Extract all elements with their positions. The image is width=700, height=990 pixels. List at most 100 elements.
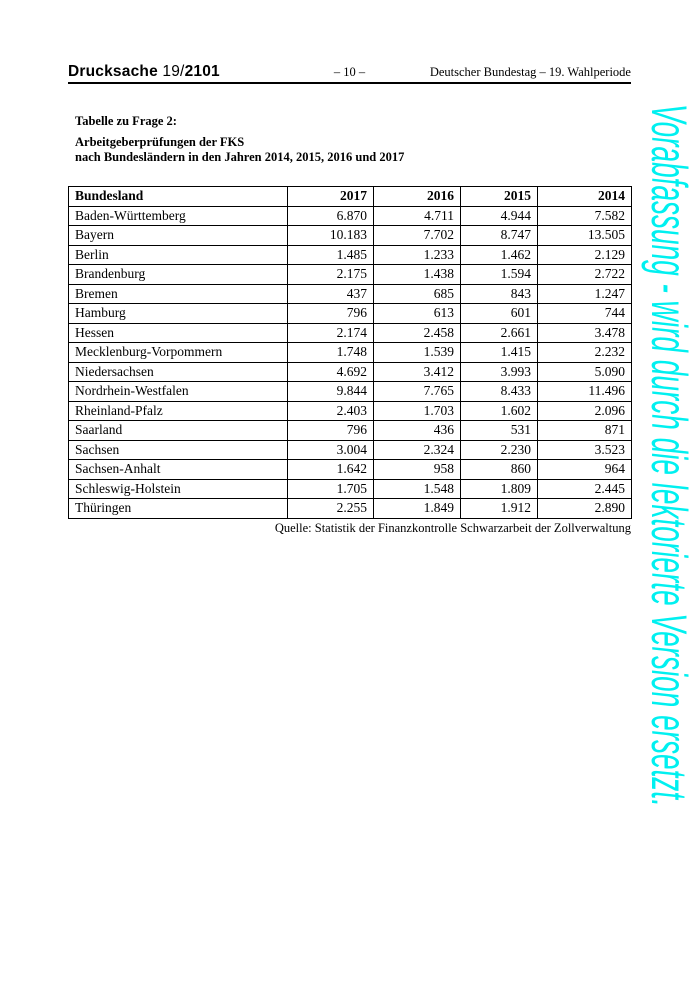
cell-value: 1.247 (537, 283, 632, 304)
cell-value: 2.230 (460, 439, 538, 460)
cell-bundesland: Schleswig-Holstein (68, 478, 288, 499)
cell-value: 437 (287, 283, 374, 304)
doc-number-label: Drucksache (68, 63, 158, 80)
cell-bundesland: Sachsen-Anhalt (68, 459, 288, 480)
cell-value: 1.642 (287, 459, 374, 480)
col-header-bundesland: Bundesland (68, 186, 288, 207)
table-row: Hamburg 796 613 601 744 (68, 303, 632, 324)
cell-value: 2.722 (537, 264, 632, 285)
cell-value: 4.692 (287, 361, 374, 382)
cell-bundesland: Saarland (68, 420, 288, 441)
cell-value: 5.090 (537, 361, 632, 382)
cell-value: 1.594 (460, 264, 538, 285)
col-header-year: 2015 (460, 186, 538, 207)
cell-value: 3.004 (287, 439, 374, 460)
cell-value: 7.765 (373, 381, 461, 402)
table-row: Saarland 796 436 531 871 (68, 420, 632, 441)
table-body: Baden-Württemberg 6.870 4.711 4.944 7.582 Bay… (68, 205, 632, 519)
table-row: Rheinland-Pfalz 2.403 1.703 1.602 2.096 (68, 400, 632, 421)
cell-value: 958 (373, 459, 461, 480)
table-row: Bremen 437 685 843 1.247 (68, 283, 632, 304)
cell-bundesland: Nordrhein-Westfalen (68, 381, 288, 402)
cell-value: 871 (537, 420, 632, 441)
cell-bundesland: Thüringen (68, 498, 288, 519)
cell-bundesland: Rheinland-Pfalz (68, 400, 288, 421)
cell-value: 1.912 (460, 498, 538, 519)
cell-value: 1.548 (373, 478, 461, 499)
fks-table: Bundesland 2017 2016 2015 2014 Baden-Württem… (68, 186, 632, 519)
cell-value: 1.748 (287, 342, 374, 363)
cell-bundesland: Brandenburg (68, 264, 288, 285)
cell-bundesland: Hessen (68, 322, 288, 343)
cell-value: 10.183 (287, 225, 374, 246)
cell-bundesland: Baden-Württemberg (68, 205, 288, 226)
table-row: Nordrhein-Westfalen 9.844 7.765 8.433 11.496 (68, 381, 632, 402)
cell-value: 3.412 (373, 361, 461, 382)
page-number: – 10 – (333, 65, 366, 79)
table-row: Brandenburg 2.175 1.438 1.594 2.722 (68, 264, 632, 285)
cell-value: 1.539 (373, 342, 461, 363)
cell-value: 2.174 (287, 322, 374, 343)
cell-bundesland: Sachsen (68, 439, 288, 460)
cell-value: 613 (373, 303, 461, 324)
cell-value: 1.438 (373, 264, 461, 285)
cell-value: 8.433 (460, 381, 538, 402)
cell-value: 1.809 (460, 478, 538, 499)
col-header-year: 2014 (537, 186, 632, 207)
cell-value: 1.602 (460, 400, 538, 421)
cell-value: 4.944 (460, 205, 538, 226)
cell-value: 1.485 (287, 244, 374, 265)
cell-bundesland: Mecklenburg-Vorpommern (68, 342, 288, 363)
cell-bundesland: Niedersachsen (68, 361, 288, 382)
header-right-text: Deutscher Bundestag – 19. Wahlperiode (429, 65, 631, 79)
table-caption-block: Arbeitgeberprüfungen der FKS nach Bundes… (75, 135, 404, 164)
cell-value: 1.415 (460, 342, 538, 363)
cell-value: 7.702 (373, 225, 461, 246)
cell-value: 860 (460, 459, 538, 480)
table-row: Bayern 10.183 7.702 8.747 13.505 (68, 225, 632, 246)
cell-value: 13.505 (537, 225, 632, 246)
source-note: Quelle: Statistik der Finanzkontrolle Sc… (274, 521, 631, 535)
cell-bundesland: Bayern (68, 225, 288, 246)
cell-value: 2.890 (537, 498, 632, 519)
col-header-year: 2016 (373, 186, 461, 207)
table-row: Berlin 1.485 1.233 1.462 2.129 (68, 244, 632, 265)
cell-value: 6.870 (287, 205, 374, 226)
cell-value: 3.478 (537, 322, 632, 343)
cell-value: 2.445 (537, 478, 632, 499)
cell-value: 9.844 (287, 381, 374, 402)
table-row: Sachsen-Anhalt 1.642 958 860 964 (68, 459, 632, 480)
table-row: Schleswig-Holstein 1.705 1.548 1.809 2.445 (68, 478, 632, 499)
cell-value: 1.849 (373, 498, 461, 519)
cell-value: 436 (373, 420, 461, 441)
table-head-row: Bundesland 2017 2016 2015 2014 (68, 186, 632, 207)
table-row: Sachsen 3.004 2.324 2.230 3.523 (68, 439, 632, 460)
cell-value: 2.255 (287, 498, 374, 519)
cell-value: 601 (460, 303, 538, 324)
cell-value: 2.324 (373, 439, 461, 460)
cell-value: 2.403 (287, 400, 374, 421)
watermark: Vorabfassung - wird durch die lektoriert… (641, 104, 697, 807)
cell-value: 796 (287, 420, 374, 441)
cell-value: 2.232 (537, 342, 632, 363)
table-row: Niedersachsen 4.692 3.412 3.993 5.090 (68, 361, 632, 382)
cell-value: 1.233 (373, 244, 461, 265)
cell-value: 796 (287, 303, 374, 324)
cell-bundesland: Berlin (68, 244, 288, 265)
cell-value: 11.496 (537, 381, 632, 402)
cell-value: 1.703 (373, 400, 461, 421)
table-caption-line1: Tabelle zu Frage 2: (75, 114, 177, 128)
doc-number: Drucksache 19/2101 (68, 63, 220, 81)
cell-value: 1.705 (287, 478, 374, 499)
cell-value: 3.993 (460, 361, 538, 382)
cell-value: 7.582 (537, 205, 632, 226)
cell-value: 744 (537, 303, 632, 324)
col-header-year: 2017 (287, 186, 374, 207)
table-row: Hessen 2.174 2.458 2.661 3.478 (68, 322, 632, 343)
cell-value: 4.711 (373, 205, 461, 226)
cell-bundesland: Bremen (68, 283, 288, 304)
cell-value: 964 (537, 459, 632, 480)
cell-value: 531 (460, 420, 538, 441)
cell-bundesland: Hamburg (68, 303, 288, 324)
